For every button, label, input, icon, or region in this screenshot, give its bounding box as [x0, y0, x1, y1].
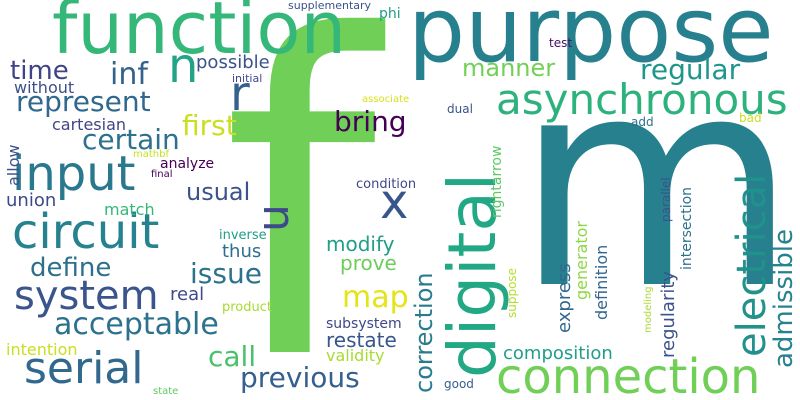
word-add: add — [631, 115, 654, 129]
word-represent: represent — [16, 85, 151, 118]
word-function: function — [52, 0, 347, 70]
word-inverse: inverse — [219, 228, 267, 243]
word-phi: phi — [379, 6, 401, 22]
word-previous: previous — [240, 361, 360, 394]
word-input: input — [12, 146, 136, 202]
word-thus: thus — [222, 241, 262, 262]
word-intersection: intersection — [679, 186, 695, 270]
word-state: state — [153, 386, 179, 397]
word-possible: possible — [196, 52, 270, 73]
word-purpose: purpose — [408, 0, 774, 83]
word-regular: regular — [640, 53, 741, 86]
word-bring: bring — [334, 105, 407, 138]
word-definition: definition — [592, 244, 611, 320]
word-issue: issue — [190, 257, 262, 290]
word-system: system — [14, 273, 159, 319]
word-circuit: circuit — [12, 204, 160, 260]
word-time: time — [10, 56, 69, 86]
word-modify: modify — [326, 232, 395, 256]
word-manner: manner — [462, 54, 556, 82]
word-intention: intention — [6, 340, 78, 359]
word-real: real — [170, 284, 205, 305]
word-match: match — [104, 200, 155, 219]
word-first: first — [182, 109, 237, 142]
word-validity: validity — [326, 346, 385, 365]
word-inf: inf — [110, 57, 148, 92]
word-composition: composition — [503, 343, 613, 364]
word-bad: bad — [739, 111, 762, 125]
word-define: define — [30, 253, 112, 283]
word-x: x — [380, 174, 409, 230]
word-condition: condition — [356, 177, 417, 192]
word-restate: restate — [326, 328, 397, 352]
word-modeling: modeling — [643, 286, 654, 333]
word-usual: usual — [186, 178, 251, 206]
word-without: without — [14, 78, 75, 97]
word-rightarrow: rightarrow — [489, 145, 505, 218]
word-generator: generator — [572, 220, 591, 300]
word-suppose: suppose — [505, 267, 519, 318]
word-electrical: electrical — [729, 173, 775, 357]
word-certain: certain — [82, 123, 180, 156]
word-initial: initial — [232, 72, 263, 85]
word-n: n — [168, 38, 199, 94]
word-test: test — [549, 36, 573, 50]
word-acceptable: acceptable — [54, 307, 219, 342]
word-regularity: regularity — [658, 270, 679, 358]
word-product: product — [222, 300, 273, 315]
word-final: final — [151, 169, 173, 180]
word-asynchronous: asynchronous — [496, 75, 788, 124]
word-dual: dual — [447, 102, 473, 116]
word-cartesian: cartesian — [52, 115, 127, 134]
word-admissible: admissible — [769, 228, 799, 368]
word-correction: correction — [410, 272, 438, 393]
word-prove: prove — [340, 251, 397, 275]
word-union: union — [6, 190, 57, 211]
word-good: good — [444, 377, 474, 391]
word-serial: serial — [24, 343, 144, 394]
word-map: map — [342, 280, 409, 315]
word-supplementary: supplementary — [288, 0, 372, 12]
word-mathbf: mathbf — [133, 149, 169, 160]
word-associate: associate — [362, 94, 410, 105]
word-analyze: analyze — [160, 156, 215, 172]
word-r: r — [230, 66, 250, 122]
word-m: m — [515, 16, 798, 353]
word-allow: allow — [4, 144, 23, 186]
word-subsystem: subsystem — [326, 316, 402, 332]
word-parallel: parallel — [659, 177, 673, 222]
word-f: f — [222, 0, 377, 400]
word-connection: connection — [496, 349, 761, 400]
word-call: call — [208, 340, 257, 373]
